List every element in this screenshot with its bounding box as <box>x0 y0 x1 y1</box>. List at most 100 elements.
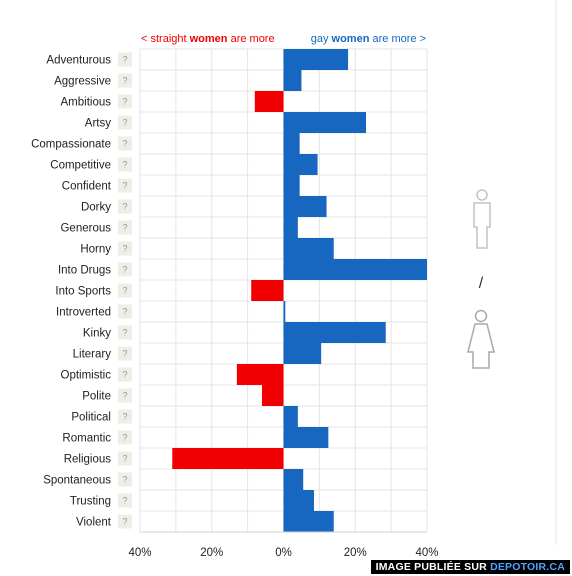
trait-label: Competitive <box>50 160 111 172</box>
bar-introverted <box>283 301 286 322</box>
x-tick-label: 40% <box>128 547 151 559</box>
trait-label: Polite <box>82 391 111 403</box>
help-badge[interactable] <box>118 52 132 67</box>
help-badge[interactable] <box>118 388 132 403</box>
trait-label: Horny <box>80 244 111 256</box>
bar-aggressive <box>283 70 302 91</box>
trait-label: Optimistic <box>61 370 112 382</box>
bar-into-drugs <box>283 259 427 280</box>
help-question-mark[interactable]: ? <box>122 181 127 191</box>
bar-compassionate <box>283 133 300 154</box>
help-badge[interactable] <box>118 115 132 130</box>
help-badge[interactable] <box>118 409 132 424</box>
legend-gay-prefix: gay <box>311 33 332 45</box>
bar-competitive <box>283 154 318 175</box>
watermark: IMAGE PUBLIÉE SUR DEPOTOIR.CA <box>370 560 570 574</box>
trait-label: Adventurous <box>46 55 111 67</box>
help-badge[interactable] <box>118 199 132 214</box>
help-badge[interactable] <box>118 157 132 172</box>
help-question-mark[interactable]: ? <box>122 433 127 443</box>
x-tick-label: 20% <box>344 547 367 559</box>
help-question-mark[interactable]: ? <box>122 244 127 254</box>
help-badge[interactable] <box>118 472 132 487</box>
help-badge[interactable] <box>118 346 132 361</box>
bar-artsy <box>283 112 367 133</box>
legend-gay: gay women are more > <box>311 33 426 45</box>
legend-gay-bold: women <box>331 33 370 45</box>
male-figure-icon <box>473 189 491 249</box>
legend-straight-prefix: < straight <box>141 33 190 45</box>
bar-into-sports <box>251 280 284 301</box>
help-badge[interactable] <box>118 220 132 235</box>
trait-label: Confident <box>62 181 112 193</box>
help-question-mark[interactable]: ? <box>122 160 127 170</box>
help-question-mark[interactable]: ? <box>122 286 127 296</box>
trait-label: Into Sports <box>55 286 111 298</box>
bar-polite <box>261 385 284 406</box>
trait-label: Ambitious <box>61 97 112 109</box>
help-badge[interactable] <box>118 136 132 151</box>
bar-horny <box>283 238 334 259</box>
trait-label: Spontaneous <box>43 475 111 487</box>
separator-slash: / <box>479 275 484 292</box>
help-badge[interactable] <box>118 262 132 277</box>
trait-label: Dorky <box>81 202 111 214</box>
help-question-mark[interactable]: ? <box>122 475 127 485</box>
trait-label: Romantic <box>62 433 111 445</box>
help-question-mark[interactable]: ? <box>122 412 127 422</box>
help-badge[interactable] <box>118 94 132 109</box>
x-tick-label: 0% <box>275 547 292 559</box>
bar-kinky <box>283 322 386 343</box>
help-question-mark[interactable]: ? <box>122 139 127 149</box>
bar-violent <box>283 511 334 532</box>
watermark-site: DEPOTOIR.CA <box>490 561 565 573</box>
help-badge[interactable] <box>118 283 132 298</box>
bar-literary <box>283 343 322 364</box>
legend-straight-bold: women <box>189 33 228 45</box>
legend-straight: < straight women are more <box>141 33 275 45</box>
bar-romantic <box>283 427 329 448</box>
x-tick-label: 40% <box>415 547 438 559</box>
help-question-mark[interactable]: ? <box>122 265 127 275</box>
trait-label: Trusting <box>70 496 111 508</box>
help-question-mark[interactable]: ? <box>122 223 127 233</box>
help-badge[interactable] <box>118 304 132 319</box>
bar-generous <box>283 217 298 238</box>
trait-label: Introverted <box>56 307 111 319</box>
watermark-prefix: IMAGE PUBLIÉE SUR <box>375 561 491 573</box>
help-question-mark[interactable]: ? <box>122 202 127 212</box>
trait-label: Violent <box>76 517 112 529</box>
bar-political <box>283 406 298 427</box>
bar-dorky <box>283 196 327 217</box>
help-badge[interactable] <box>118 73 132 88</box>
help-badge[interactable] <box>118 325 132 340</box>
trait-label: Aggressive <box>54 76 111 88</box>
legend-straight-suffix: are more <box>228 33 275 45</box>
bar-ambitious <box>254 91 284 112</box>
help-question-mark[interactable]: ? <box>122 97 127 107</box>
help-question-mark[interactable]: ? <box>122 496 127 506</box>
help-badge[interactable] <box>118 493 132 508</box>
help-badge[interactable] <box>118 367 132 382</box>
bar-religious <box>172 448 284 469</box>
help-badge[interactable] <box>118 241 132 256</box>
help-question-mark[interactable]: ? <box>122 517 127 527</box>
x-tick-label: 20% <box>200 547 223 559</box>
help-question-mark[interactable]: ? <box>122 118 127 128</box>
help-badge[interactable] <box>118 514 132 529</box>
bar-adventurous <box>283 49 349 70</box>
help-question-mark[interactable]: ? <box>122 454 127 464</box>
help-badge[interactable] <box>118 451 132 466</box>
help-question-mark[interactable]: ? <box>122 307 127 317</box>
help-question-mark[interactable]: ? <box>122 55 127 65</box>
help-question-mark[interactable]: ? <box>122 391 127 401</box>
help-badge[interactable] <box>118 178 132 193</box>
help-question-mark[interactable]: ? <box>122 328 127 338</box>
help-question-mark[interactable]: ? <box>122 349 127 359</box>
trait-label: Into Drugs <box>58 265 111 277</box>
help-badge[interactable] <box>118 430 132 445</box>
help-question-mark[interactable]: ? <box>122 370 127 380</box>
help-question-mark[interactable]: ? <box>122 76 127 86</box>
female-figure-icon <box>467 309 495 369</box>
